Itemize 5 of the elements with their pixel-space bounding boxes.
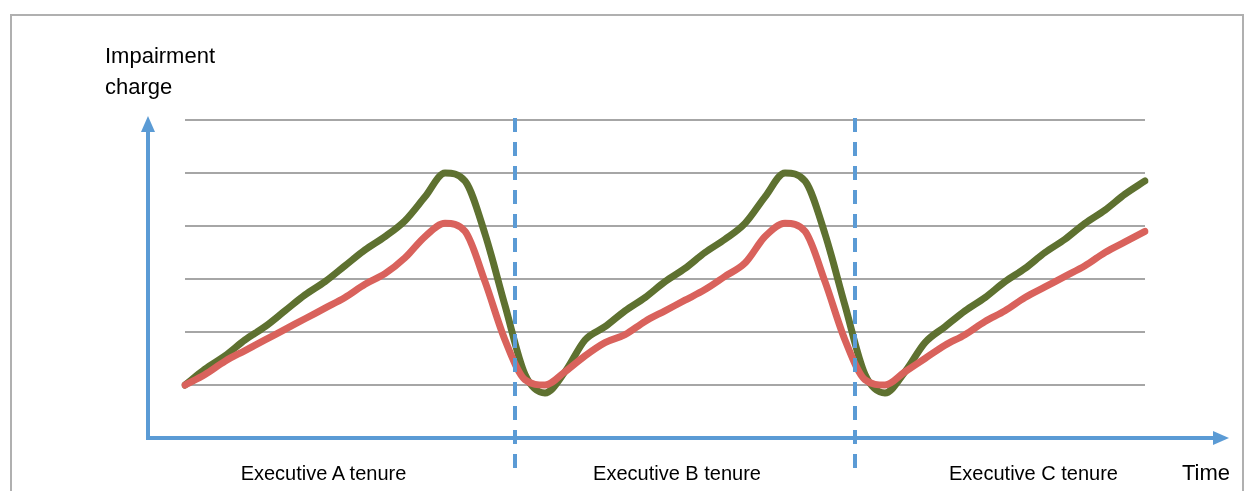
text: Executive C tenure: [949, 462, 1118, 484]
y-axis-title: Impairment charge: [105, 42, 217, 101]
text: Executive A tenure: [239, 462, 408, 485]
text: Executive B tenure: [592, 462, 762, 485]
x-axis-title: Time: [1181, 460, 1230, 486]
